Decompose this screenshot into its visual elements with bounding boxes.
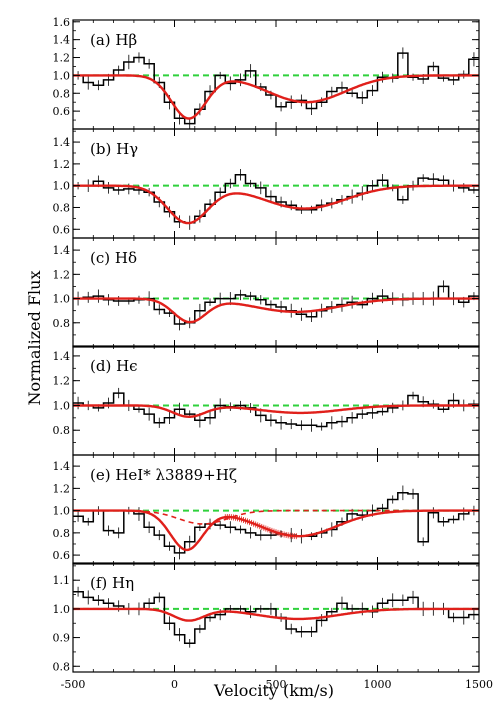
data-step-line (73, 492, 479, 554)
model-curve (73, 607, 479, 622)
y-tick-label: 0.8 (53, 424, 71, 437)
y-tick-label: 0.6 (53, 105, 71, 118)
panel-e: 0.6 0.8 1.0 1.2 1.4 (e) HeI* λ3889+Hζ (53, 454, 480, 565)
panel-b: 0.6 0.8 1.0 1.2 1.4 (b) Hγ (53, 128, 480, 239)
panel-c: 0.8 1.0 1.2 1.4 (c) Hδ (53, 237, 480, 348)
panel-b-plot (73, 169, 479, 230)
panel-c-plot (73, 280, 479, 331)
y-tick-label: 1.0 (53, 603, 71, 616)
y-tick-label: 0.9 (53, 632, 71, 645)
y-tick-label: 0.6 (53, 223, 71, 236)
y-tick-label: 0.6 (53, 549, 71, 562)
panel-e-plot (73, 485, 479, 560)
y-tick-label: 1.0 (53, 505, 71, 518)
x-tick-labels: -500 0 500 1000 1500 (61, 678, 493, 691)
y-tick-label: 1.0 (53, 293, 71, 306)
y-tick-label: 1.4 (53, 350, 71, 363)
panel-d-plot (73, 387, 479, 432)
panel-label: (c) Hδ (90, 249, 137, 267)
panel-label: (b) Hγ (90, 140, 138, 158)
y-tick-label: 0.8 (53, 201, 71, 214)
x-tick-label: 1000 (364, 678, 392, 691)
x-tick-label: 500 (266, 678, 287, 691)
y-tick-label: 1.4 (53, 460, 71, 473)
y-tick-label: 1.0 (53, 399, 71, 412)
y-tick-label: 1.2 (53, 52, 71, 65)
panel-f-plot (73, 586, 479, 648)
panel-a-plot (73, 47, 479, 129)
y-tick-label: 1.6 (53, 16, 71, 29)
y-tick-label: 0.8 (53, 660, 71, 673)
panel-label: (e) HeI* λ3889+Hζ (90, 466, 237, 484)
y-tick-label: 1.4 (53, 34, 71, 47)
panels-group: 0.6 0.8 1.0 1.2 1.4 1.6 (a) Hβ 0.6 0.8 1.0 1.2 1.4 (… (53, 16, 480, 673)
y-tick-label: 1.2 (53, 482, 71, 495)
x-tick-label: -500 (61, 678, 86, 691)
x-tick-label: 1500 (465, 678, 493, 691)
data-step-line (73, 174, 479, 224)
model-curve (73, 297, 479, 324)
y-tick-label: 0.8 (53, 527, 71, 540)
y-axis-label: Normalized Flux (25, 271, 44, 406)
panel-label: (d) Hϵ (90, 357, 138, 375)
panel-label: (a) Hβ (90, 31, 137, 49)
y-tick-label: 0.8 (53, 87, 71, 100)
x-axis-label: Velocity (km/s) (213, 681, 334, 700)
y-tick-label: 1.2 (53, 375, 71, 388)
y-tick-label: 1.2 (53, 158, 71, 171)
data-step-line (73, 392, 479, 428)
x-tick-label: 0 (171, 678, 178, 691)
model-component-dashed (73, 509, 479, 525)
y-tick-label: 1.4 (53, 136, 71, 149)
panel-d: 0.8 1.0 1.2 1.4 (d) Hϵ (53, 345, 480, 456)
panel-label: (f) Hη (90, 574, 134, 592)
y-tick-label: 0.8 (53, 317, 71, 330)
y-tick-label: 1.0 (53, 180, 71, 193)
y-tick-label: 1.4 (53, 244, 71, 257)
model-curve (73, 404, 479, 418)
model-curve (73, 184, 479, 225)
panel-f: 0.8 0.9 1.0 1.1 (f) Hη (53, 562, 480, 673)
model-curve (73, 74, 479, 120)
y-tick-label: 1.0 (53, 69, 71, 82)
y-tick-label: 1.2 (53, 268, 71, 281)
panel-a: 0.6 0.8 1.0 1.2 1.4 1.6 (a) Hβ (53, 16, 480, 130)
y-tick-label: 1.1 (53, 574, 71, 587)
data-step-line (73, 52, 479, 125)
data-step-line (73, 285, 479, 325)
